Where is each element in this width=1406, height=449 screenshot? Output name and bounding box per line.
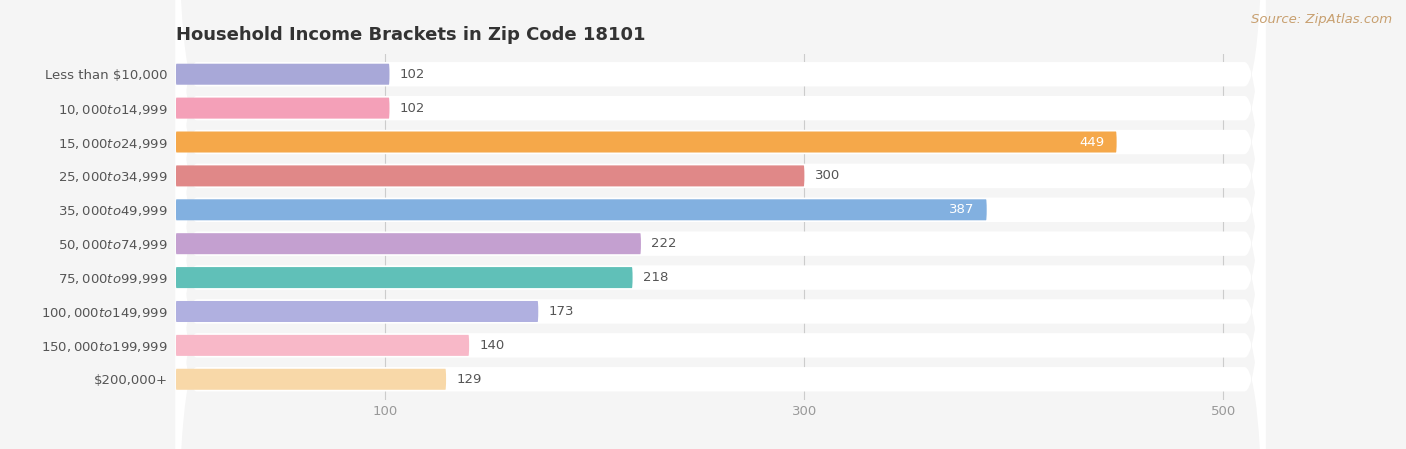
FancyBboxPatch shape <box>176 267 633 288</box>
FancyBboxPatch shape <box>176 369 446 390</box>
FancyBboxPatch shape <box>176 97 389 119</box>
FancyBboxPatch shape <box>176 0 1265 449</box>
FancyBboxPatch shape <box>176 0 1265 435</box>
FancyBboxPatch shape <box>176 165 804 186</box>
FancyBboxPatch shape <box>176 0 1265 449</box>
Text: 449: 449 <box>1078 136 1104 149</box>
FancyBboxPatch shape <box>176 64 389 85</box>
FancyBboxPatch shape <box>176 0 1265 449</box>
Text: 387: 387 <box>949 203 974 216</box>
Text: 140: 140 <box>479 339 505 352</box>
Text: 129: 129 <box>457 373 482 386</box>
FancyBboxPatch shape <box>176 301 538 322</box>
FancyBboxPatch shape <box>176 199 987 220</box>
FancyBboxPatch shape <box>176 18 1265 449</box>
Text: Household Income Brackets in Zip Code 18101: Household Income Brackets in Zip Code 18… <box>176 26 645 44</box>
FancyBboxPatch shape <box>176 0 1265 449</box>
FancyBboxPatch shape <box>176 53 1265 449</box>
Text: 173: 173 <box>548 305 574 318</box>
FancyBboxPatch shape <box>176 0 1265 449</box>
Text: 102: 102 <box>399 68 426 81</box>
Text: 102: 102 <box>399 101 426 114</box>
FancyBboxPatch shape <box>176 233 641 254</box>
Text: 300: 300 <box>815 169 841 182</box>
Text: 218: 218 <box>643 271 668 284</box>
FancyBboxPatch shape <box>176 0 1265 401</box>
Text: 222: 222 <box>651 237 676 250</box>
FancyBboxPatch shape <box>176 0 1265 449</box>
Text: Source: ZipAtlas.com: Source: ZipAtlas.com <box>1251 13 1392 26</box>
FancyBboxPatch shape <box>176 335 470 356</box>
FancyBboxPatch shape <box>176 132 1116 153</box>
